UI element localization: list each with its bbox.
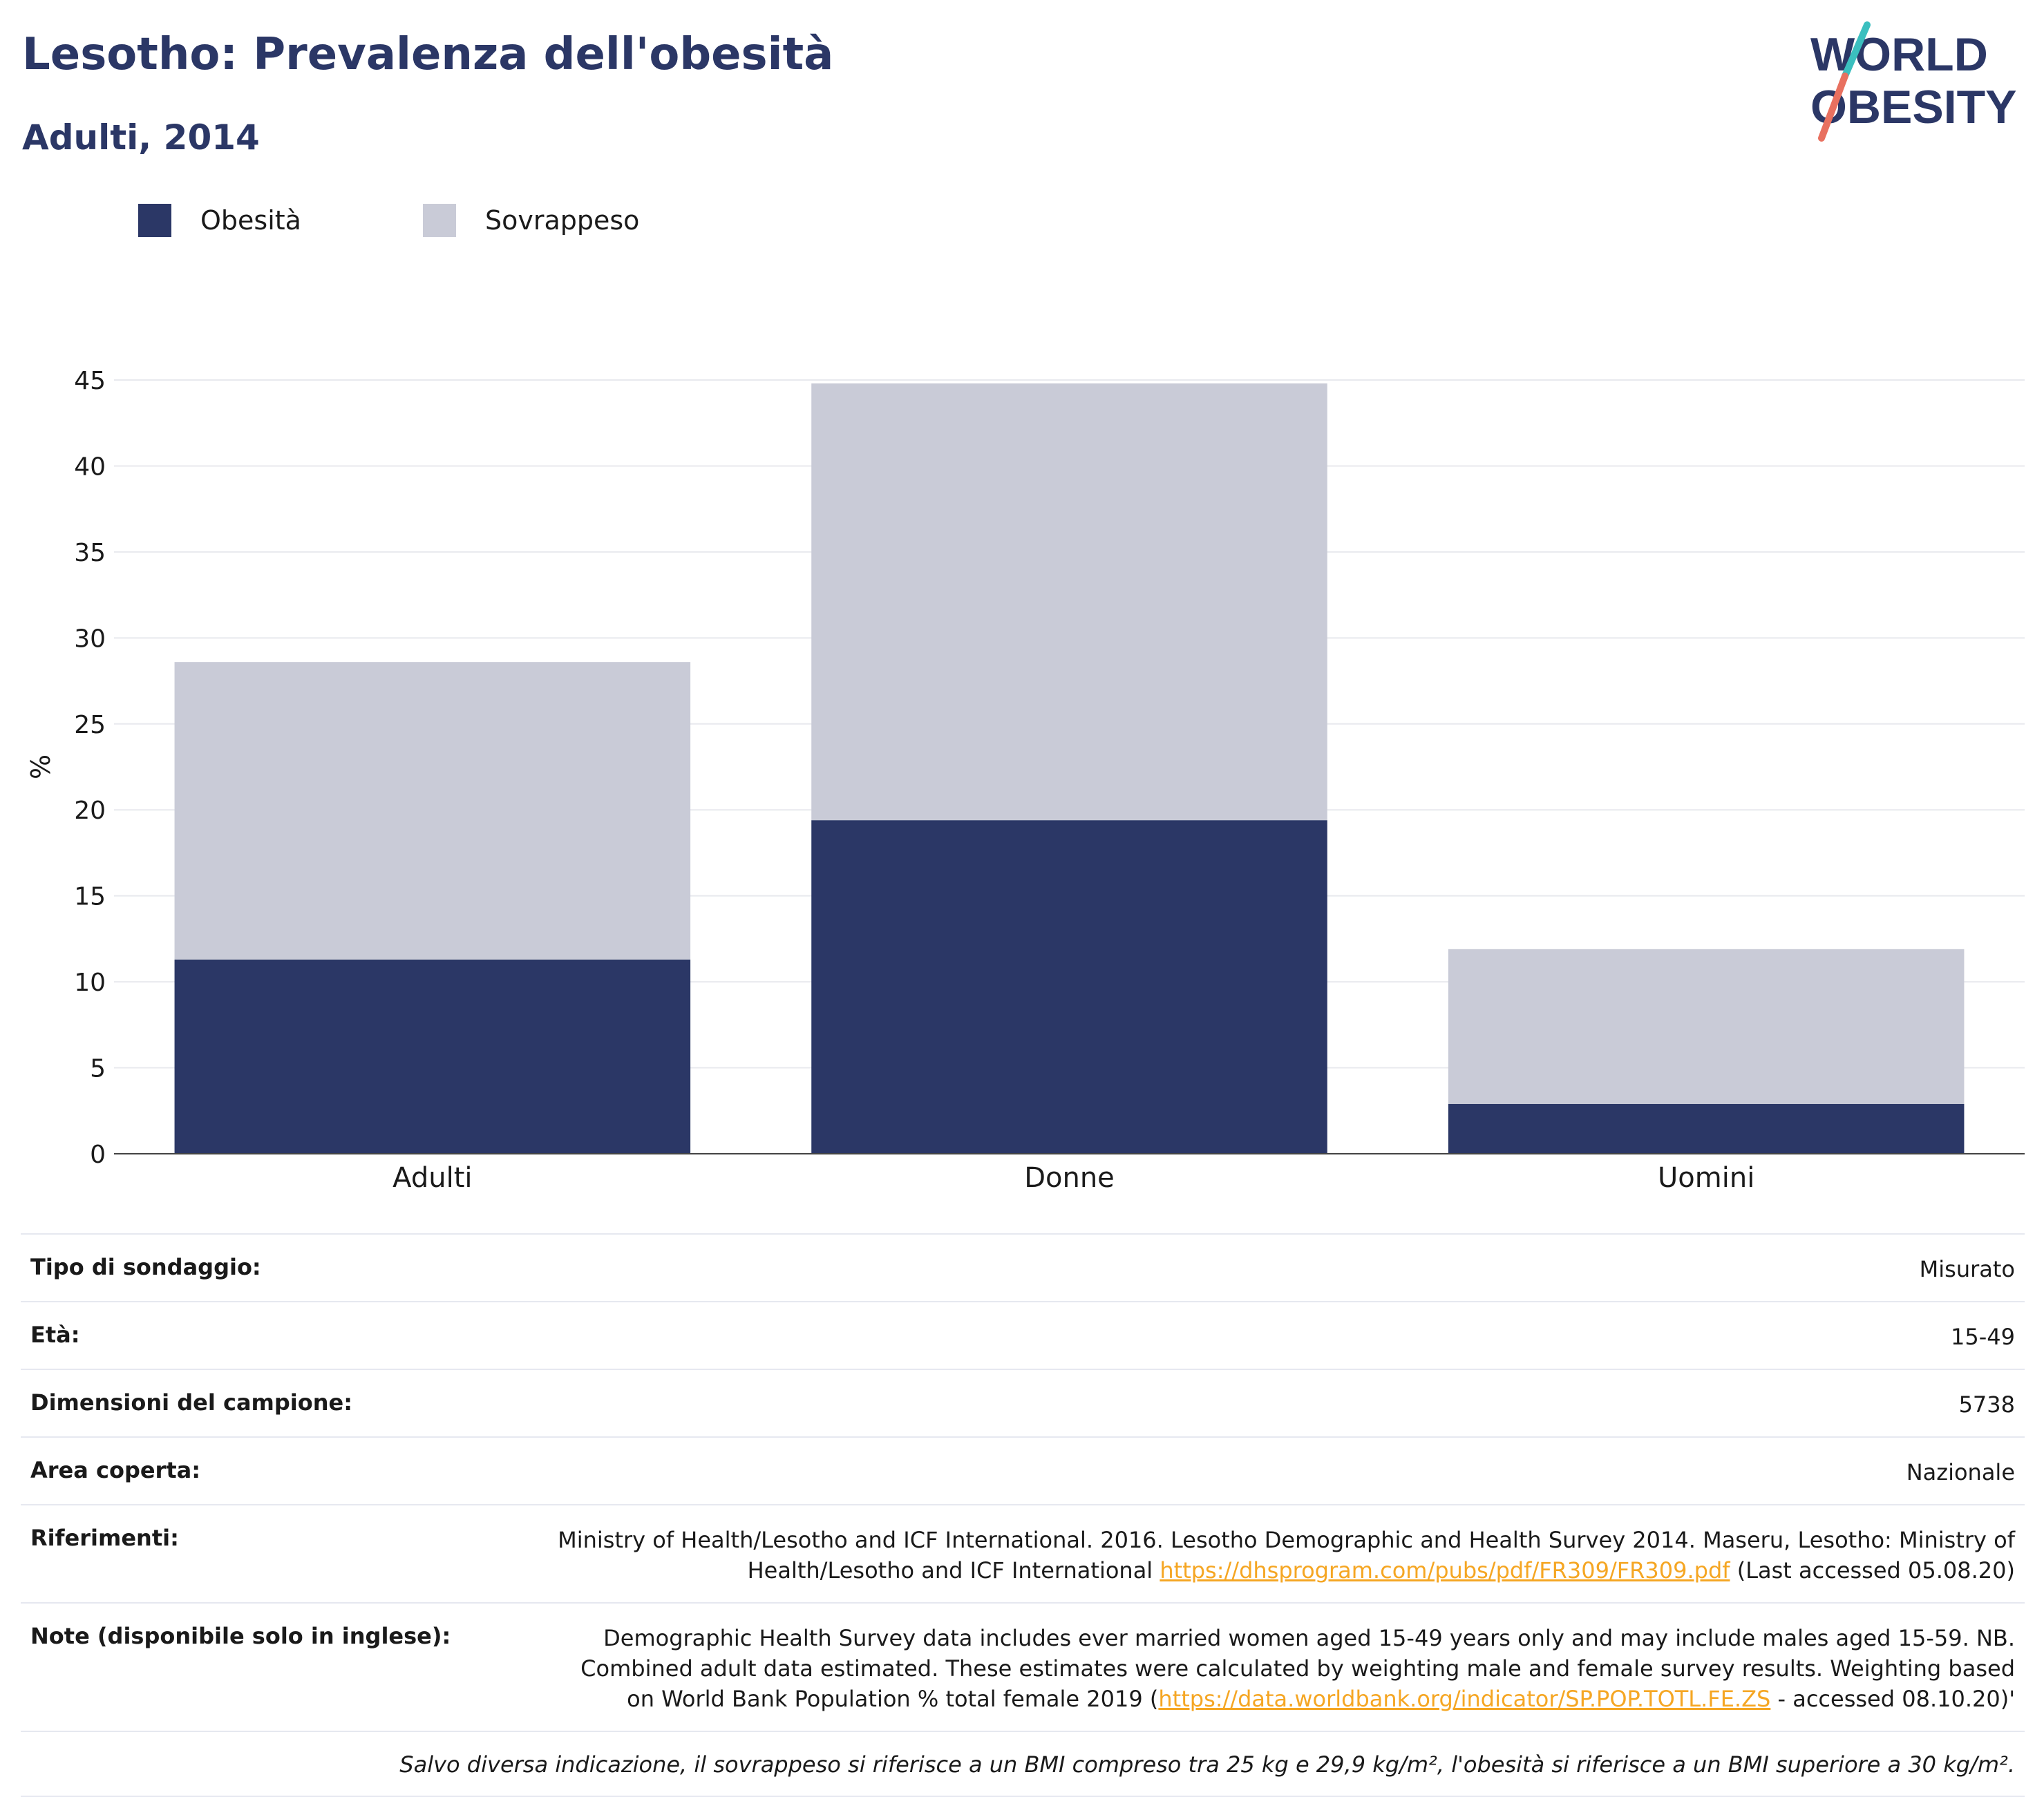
- page-subtitle: Adulti, 2014: [22, 117, 260, 158]
- references-text: Ministry of Health/Lesotho and ICF Inter…: [558, 1527, 2015, 1584]
- y-tick-label: 10: [74, 969, 106, 997]
- info-value: 15-49: [1951, 1324, 2015, 1350]
- info-row-survey-type: Tipo di sondaggio: Misurato: [21, 1233, 2025, 1301]
- info-label: Note (disponibile solo in inglese):: [30, 1623, 451, 1649]
- logo-line1: WORLD: [1810, 28, 1988, 81]
- y-tick-label: 30: [74, 625, 106, 653]
- references-link[interactable]: https://dhsprogram.com/pubs/pdf/FR309/FR…: [1160, 1557, 1730, 1584]
- bar-overweight-donne: [811, 383, 1327, 821]
- legend-label-overweight: Sovrappeso: [485, 205, 640, 236]
- info-row-references: Riferimenti: Ministry of Health/Lesotho …: [21, 1504, 2025, 1602]
- bmi-footnote: Salvo diversa indicazione, il sovrappeso…: [21, 1731, 2025, 1797]
- page-title: Lesotho: Prevalenza dell'obesità: [22, 29, 834, 80]
- notes-link[interactable]: https://data.worldbank.org/indicator/SP.…: [1158, 1686, 1771, 1712]
- info-value: 5738: [1958, 1391, 2015, 1418]
- info-label: Riferimenti:: [30, 1525, 179, 1551]
- y-tick-label: 20: [74, 797, 106, 825]
- stacked-bar-chart: 0 5 10 15 20 25 30 35 40 45% Adulti Donne Uomini: [26, 367, 2025, 1194]
- bar-obesity-uomini: [1448, 1103, 1965, 1154]
- logo-slash-bottom: [1818, 73, 1848, 142]
- legend-item-overweight[interactable]: Sovrappeso: [423, 204, 639, 237]
- logo-slash-top: [1842, 21, 1871, 79]
- y-axis-label: %: [26, 754, 56, 779]
- y-tick-label: 45: [74, 367, 106, 395]
- bar-obesity-donne: [811, 820, 1327, 1154]
- logo-line2: OBESITY: [1810, 81, 2017, 133]
- x-tick-label: Adulti: [392, 1162, 472, 1194]
- info-row-notes: Note (disponibile solo in inglese): Demo…: [21, 1602, 2025, 1731]
- bar-overweight-uomini: [1448, 949, 1965, 1104]
- survey-info-table: Tipo di sondaggio: Misurato Età: 15-49 D…: [21, 1233, 2025, 1797]
- y-tick-label: 40: [74, 453, 106, 481]
- x-tick-label: Donne: [1024, 1162, 1115, 1194]
- x-tick-label: Uomini: [1658, 1162, 1754, 1194]
- info-label: Età:: [30, 1322, 80, 1348]
- references-text-after: (Last accessed 05.08.20): [1730, 1557, 2015, 1584]
- bar-overweight-adulti: [174, 662, 691, 960]
- info-label: Area coperta:: [30, 1457, 201, 1483]
- info-value: Nazionale: [1906, 1459, 2015, 1485]
- world-obesity-logo: WORLD OBESITY: [1810, 21, 2017, 142]
- references-value: Ministry of Health/Lesotho and ICF Inter…: [550, 1525, 2015, 1586]
- y-tick-label: 35: [74, 539, 106, 567]
- info-label: Tipo di sondaggio:: [30, 1254, 261, 1280]
- legend-swatch-obesity: [138, 204, 171, 237]
- y-tick-label: 15: [74, 883, 106, 911]
- y-tick-label: 0: [90, 1141, 106, 1169]
- y-tick-label: 5: [90, 1055, 106, 1083]
- info-row-age: Età: 15-49: [21, 1301, 2025, 1369]
- legend-item-obesity[interactable]: Obesità: [138, 204, 301, 237]
- legend-label-obesity: Obesità: [200, 205, 301, 236]
- notes-value: Demographic Health Survey data includes …: [550, 1623, 2015, 1714]
- info-value: Misurato: [1919, 1256, 2015, 1282]
- notes-text-after: - accessed 08.10.20)': [1770, 1686, 2016, 1712]
- y-tick-label: 25: [74, 711, 106, 739]
- notes-text: Demographic Health Survey data includes …: [580, 1625, 2015, 1712]
- info-label: Dimensioni del campione:: [30, 1389, 353, 1416]
- bar-obesity-adulti: [174, 959, 691, 1154]
- info-row-sample-size: Dimensioni del campione: 5738: [21, 1369, 2025, 1436]
- legend-swatch-overweight: [423, 204, 456, 237]
- info-row-area: Area coperta: Nazionale: [21, 1436, 2025, 1504]
